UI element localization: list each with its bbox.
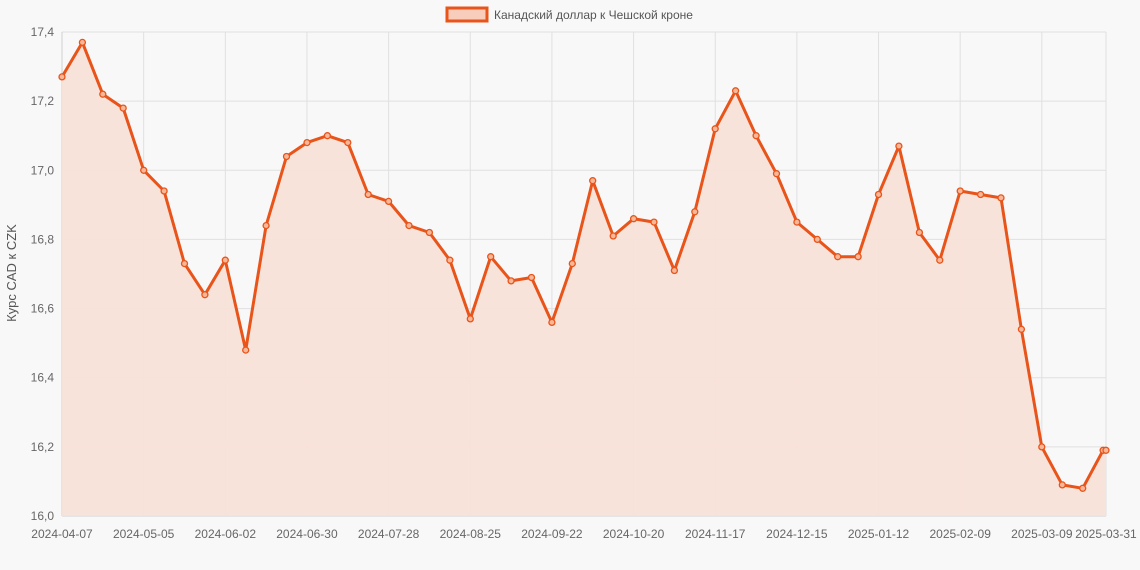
legend[interactable]: Канадский доллар к Чешской кроне xyxy=(445,6,693,23)
data-point xyxy=(1038,443,1046,451)
data-point xyxy=(384,197,393,206)
y-tick-label: 17,0 xyxy=(31,163,55,177)
data-point xyxy=(915,228,924,237)
x-tick-label: 2025-01-12 xyxy=(848,527,910,541)
data-point xyxy=(282,152,291,161)
y-axis-ticks: 16,0 16,2 16,4 16,6 16,8 17,0 17,2 17,4 xyxy=(31,25,55,523)
data-point xyxy=(752,132,760,140)
data-point xyxy=(99,90,107,98)
data-point xyxy=(405,221,413,230)
data-point xyxy=(813,235,821,244)
data-point xyxy=(650,218,658,226)
x-tick-label: 2024-08-25 xyxy=(440,527,502,541)
data-point xyxy=(78,38,87,47)
data-point xyxy=(323,132,332,140)
data-point xyxy=(629,215,638,223)
y-tick-label: 17,4 xyxy=(31,25,55,39)
x-tick-label: 2024-04-07 xyxy=(31,527,93,541)
x-tick-label: 2025-03-09 xyxy=(1011,527,1073,541)
data-point xyxy=(344,138,352,147)
y-tick-label: 16,2 xyxy=(31,440,55,454)
data-point xyxy=(589,177,597,185)
x-tick-label: 2024-06-02 xyxy=(195,527,257,541)
data-point xyxy=(997,194,1005,202)
data-point xyxy=(446,256,454,264)
data-point xyxy=(160,187,168,195)
data-point xyxy=(1079,484,1087,492)
x-tick-label: 2024-05-05 xyxy=(113,527,175,541)
data-point xyxy=(364,190,372,199)
data-point xyxy=(262,221,270,230)
data-point xyxy=(711,125,719,133)
data-point xyxy=(58,73,66,81)
data-point xyxy=(568,259,576,268)
x-tick-label: 2024-11-17 xyxy=(685,527,746,541)
data-point xyxy=(793,218,801,226)
data-point xyxy=(976,190,985,199)
x-axis-ticks: 2024-04-07 2024-05-05 2024-06-02 2024-06-30… xyxy=(31,527,1137,541)
y-tick-label: 17,2 xyxy=(31,94,55,108)
x-tick-label: 2024-09-22 xyxy=(521,527,583,541)
data-point xyxy=(731,87,740,95)
x-tick-label: 2024-12-15 xyxy=(766,527,828,541)
data-point xyxy=(1058,481,1066,489)
data-point xyxy=(691,208,699,216)
data-point xyxy=(936,256,944,264)
data-point xyxy=(221,256,229,264)
data-point xyxy=(507,277,515,285)
x-tick-label: 2024-07-28 xyxy=(358,527,420,541)
y-tick-label: 16,4 xyxy=(31,371,55,385)
data-point xyxy=(119,104,127,112)
x-tick-label: 2025-03-31 xyxy=(1075,527,1137,541)
data-point xyxy=(874,190,883,199)
series-points xyxy=(58,38,1110,492)
y-tick-label: 16,6 xyxy=(31,302,55,316)
data-point xyxy=(956,187,964,195)
data-point xyxy=(1017,325,1026,333)
data-point xyxy=(1102,446,1110,454)
data-point xyxy=(303,138,311,147)
y-tick-label: 16,0 xyxy=(31,509,55,523)
data-point xyxy=(609,232,617,240)
x-tick-label: 2024-06-30 xyxy=(276,527,338,541)
data-point xyxy=(772,170,781,178)
data-point xyxy=(527,273,536,282)
legend-swatch xyxy=(445,6,489,23)
data-point xyxy=(895,142,903,150)
data-point xyxy=(854,253,862,261)
legend-label: Канадский доллар к Чешской кроне xyxy=(494,8,693,22)
x-tick-label: 2024-10-20 xyxy=(603,527,665,541)
y-tick-label: 16,8 xyxy=(31,232,55,246)
y-axis-title: Курс CAD к CZK xyxy=(4,224,19,322)
data-point xyxy=(140,166,148,174)
data-point xyxy=(466,315,474,323)
data-point xyxy=(487,253,495,261)
data-point xyxy=(180,259,189,268)
x-tick-label: 2025-02-09 xyxy=(929,527,991,541)
data-point xyxy=(548,318,556,327)
data-point xyxy=(201,291,209,299)
data-point xyxy=(670,266,679,275)
data-point xyxy=(834,253,842,261)
data-point xyxy=(425,228,434,237)
series-area xyxy=(62,42,1106,517)
data-point xyxy=(242,346,250,354)
